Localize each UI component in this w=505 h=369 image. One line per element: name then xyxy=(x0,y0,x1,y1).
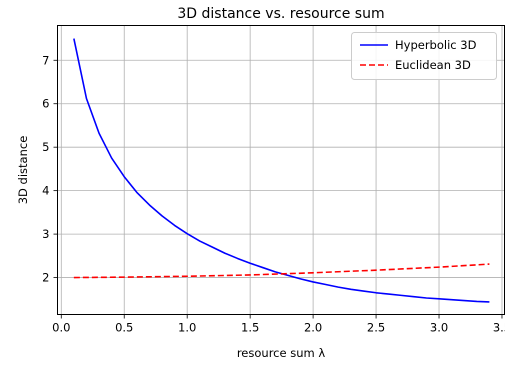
y-tick-label: 4 xyxy=(42,184,49,198)
legend-label: Euclidean 3D xyxy=(395,58,471,72)
y-axis-ticks: 2 3 4 5 6 7 xyxy=(42,53,58,285)
legend-label: Hyperbolic 3D xyxy=(395,38,477,52)
legend: Hyperbolic 3D Euclidean 3D xyxy=(351,32,497,80)
y-tick-label: 7 xyxy=(42,53,49,67)
x-tick-label: 2.0 xyxy=(304,321,322,335)
x-tick-label: 1.5 xyxy=(241,321,259,335)
x-tick-label: 2.5 xyxy=(367,321,385,335)
series-layer xyxy=(73,38,490,303)
y-tick-label: 3 xyxy=(42,227,49,241)
x-axis-label: resource sum λ xyxy=(237,346,326,360)
x-tick-label: 3.5 xyxy=(493,321,505,335)
y-tick-label: 5 xyxy=(42,140,49,154)
y-tick-label: 6 xyxy=(42,97,49,111)
chart-title: 3D distance vs. resource sum xyxy=(177,6,384,22)
x-axis-ticks: 0.0 0.5 1.0 1.5 2.0 2.5 3.0 3.5 xyxy=(52,314,505,335)
x-tick-label: 0.5 xyxy=(115,321,133,335)
series-line-euclidean-3d xyxy=(73,263,490,279)
legend-entries: Hyperbolic 3D Euclidean 3D xyxy=(360,38,477,72)
x-tick-label: 0.0 xyxy=(52,321,70,335)
x-tick-label: 1.0 xyxy=(178,321,196,335)
x-tick-label: 3.0 xyxy=(430,321,448,335)
y-tick-label: 2 xyxy=(42,271,49,285)
y-axis-label: 3D distance xyxy=(16,136,30,205)
